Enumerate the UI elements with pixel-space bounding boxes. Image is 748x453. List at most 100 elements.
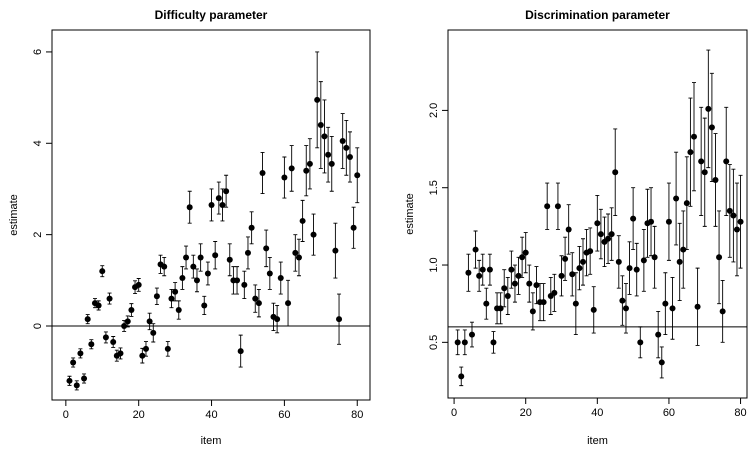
point	[472, 246, 479, 253]
point	[303, 167, 310, 174]
point	[128, 307, 135, 314]
point	[172, 288, 179, 295]
point	[465, 269, 472, 276]
point	[164, 345, 171, 352]
point	[476, 272, 483, 279]
point	[673, 195, 680, 202]
point	[234, 277, 241, 284]
point	[594, 220, 601, 227]
point	[733, 226, 740, 233]
point	[662, 300, 669, 307]
point	[626, 265, 633, 272]
point	[705, 105, 712, 112]
point	[551, 289, 558, 296]
point	[295, 254, 302, 261]
point	[483, 300, 490, 307]
point	[737, 218, 744, 225]
point	[212, 252, 219, 259]
point	[608, 231, 615, 238]
point	[223, 188, 230, 195]
point	[124, 318, 131, 325]
point	[716, 254, 723, 261]
point	[640, 257, 647, 264]
point	[529, 308, 536, 315]
point	[576, 265, 583, 272]
point	[88, 341, 95, 348]
point	[633, 266, 640, 273]
point	[226, 256, 233, 263]
y-tick-label: 0	[32, 323, 44, 329]
point	[175, 307, 182, 314]
point	[630, 215, 637, 222]
point	[288, 165, 295, 172]
point	[142, 345, 149, 352]
point	[569, 271, 576, 278]
point	[168, 295, 175, 302]
x-axis-label: item	[587, 435, 608, 447]
point	[186, 204, 193, 211]
point	[515, 272, 522, 279]
x-tick-label: 20	[133, 409, 145, 421]
point	[723, 158, 730, 165]
y-tick-label: 1.5	[428, 180, 440, 195]
point	[698, 158, 705, 165]
chart-title: Discrimination parameter	[525, 8, 670, 22]
point	[719, 308, 726, 315]
point	[665, 218, 672, 225]
point	[135, 281, 142, 288]
point	[328, 160, 335, 167]
point	[519, 254, 526, 261]
point	[252, 295, 259, 302]
x-tick-label: 40	[205, 409, 217, 421]
y-tick-label: 6	[32, 49, 44, 55]
point	[95, 302, 102, 309]
point	[676, 258, 683, 265]
point	[102, 334, 109, 341]
point	[612, 169, 619, 176]
point	[306, 160, 313, 167]
point	[590, 306, 597, 313]
point	[683, 200, 690, 207]
point	[511, 280, 518, 287]
point	[325, 151, 332, 158]
point	[565, 226, 572, 233]
x-tick-label: 0	[451, 407, 457, 419]
point	[150, 329, 157, 336]
point	[501, 285, 508, 292]
point	[215, 195, 222, 202]
point	[554, 203, 561, 210]
point	[622, 305, 629, 312]
point	[346, 153, 353, 160]
point	[66, 377, 73, 384]
point	[572, 300, 579, 307]
point	[277, 275, 284, 282]
point	[468, 331, 475, 338]
point	[726, 207, 733, 214]
point	[354, 172, 361, 179]
point	[248, 224, 255, 231]
point	[504, 292, 511, 299]
point	[522, 249, 529, 256]
x-tick-label: 60	[663, 407, 675, 419]
point	[479, 266, 486, 273]
point	[619, 297, 626, 304]
point	[197, 254, 204, 261]
point	[458, 373, 465, 380]
point	[139, 352, 146, 359]
point	[615, 258, 622, 265]
point	[73, 382, 80, 389]
point	[497, 305, 504, 312]
point	[558, 272, 565, 279]
point	[680, 246, 687, 253]
x-tick-label: 80	[734, 407, 746, 419]
point	[597, 231, 604, 238]
point	[712, 176, 719, 183]
point	[255, 300, 262, 307]
point	[508, 266, 515, 273]
point	[81, 375, 88, 382]
point	[153, 293, 160, 300]
point	[84, 316, 91, 323]
point	[314, 96, 321, 103]
point	[350, 224, 357, 231]
